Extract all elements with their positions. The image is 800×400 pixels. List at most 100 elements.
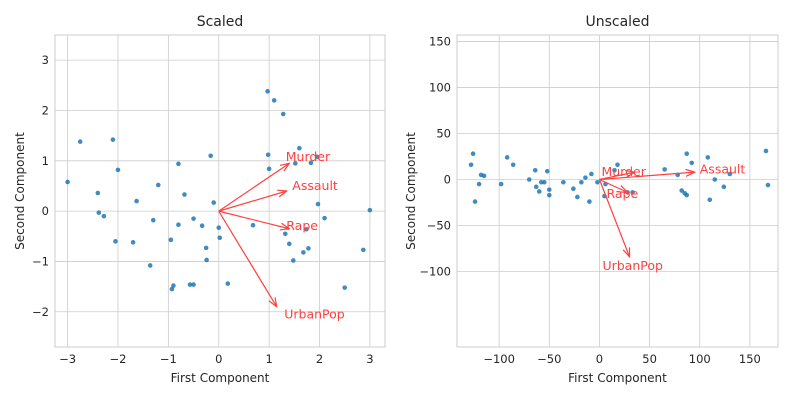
data-point [95, 190, 101, 196]
x-tick-label: 100 [689, 352, 711, 366]
y-tick-label: 1 [42, 154, 49, 168]
loading-arrow-assault [599, 172, 694, 181]
data-point [684, 151, 690, 157]
data-point [533, 184, 539, 190]
x-tick-label: 50 [642, 352, 657, 366]
data-point [546, 192, 552, 198]
loading-label-rape: Rape [606, 186, 638, 201]
data-point [315, 201, 321, 207]
data-point [361, 247, 366, 253]
data-point [217, 235, 223, 241]
loading-arrow-murder [218, 163, 290, 212]
data-point [472, 199, 478, 204]
data-point [169, 286, 175, 292]
data-point [265, 152, 271, 158]
data-point [176, 222, 181, 228]
x-tick-label: 1 [265, 352, 272, 366]
data-point [150, 217, 156, 223]
y-tick-label: 100 [429, 80, 451, 94]
y-tick-label: −100 [419, 265, 451, 279]
data-point [322, 215, 327, 221]
data-point [571, 186, 576, 191]
data-point [544, 168, 550, 174]
data-point [526, 177, 532, 182]
loading-arrow-assault [218, 191, 287, 212]
loading-label-assault: Assault [292, 178, 338, 193]
x-tick-label: 2 [316, 352, 323, 366]
data-point [481, 173, 487, 179]
data-point [280, 111, 286, 117]
loading-label-urbanpop: UrbanPop [602, 258, 663, 273]
data-point [476, 181, 482, 187]
data-point [211, 200, 217, 205]
data-point [216, 225, 222, 231]
chart-title: Unscaled [585, 14, 649, 30]
data-point [536, 189, 542, 194]
data-point [187, 282, 193, 287]
data-point [763, 148, 769, 154]
data-point [679, 188, 684, 193]
x-tick-label: 0 [596, 352, 603, 366]
data-point [342, 285, 347, 290]
data-point [101, 213, 107, 219]
data-point [286, 241, 292, 247]
data-point [589, 171, 594, 177]
data-point [171, 283, 176, 288]
loading-label-murder: Murder [286, 149, 331, 164]
x-tick-label: −3 [59, 352, 76, 366]
data-point [308, 160, 314, 166]
data-point [304, 226, 309, 232]
data-point [689, 160, 695, 166]
y-tick-label: 150 [429, 34, 451, 48]
data-point [587, 199, 592, 204]
data-point [155, 182, 161, 188]
data-point [176, 161, 181, 167]
data-point [579, 179, 584, 185]
x-tick-label: −1 [160, 352, 177, 366]
data-point [561, 179, 566, 185]
plot-frame [456, 34, 779, 348]
data-point [96, 210, 102, 215]
data-point [191, 282, 196, 287]
data-point [306, 246, 311, 251]
data-point [510, 162, 516, 168]
data-point [297, 145, 302, 151]
y-tick-label: 2 [42, 103, 49, 117]
loading-arrow-murder [599, 172, 634, 181]
data-point [65, 179, 70, 185]
loading-label-rape: Rape [286, 218, 318, 233]
y-axis-label: Second Component [404, 132, 418, 250]
data-point [712, 177, 718, 182]
data-point [468, 162, 474, 168]
data-point [765, 182, 771, 188]
x-tick-label: −100 [483, 352, 515, 366]
data-point [301, 250, 306, 255]
data-point [208, 153, 213, 159]
chart-title: Scaled [197, 14, 244, 30]
data-point [504, 155, 510, 160]
data-point [612, 167, 617, 173]
data-point [615, 162, 620, 168]
data-point [147, 263, 153, 268]
data-point [707, 197, 713, 203]
y-tick-label: −2 [32, 305, 49, 319]
data-point [265, 89, 270, 94]
data-point [470, 151, 476, 157]
data-point [182, 192, 187, 197]
loading-label-urbanpop: UrbanPop [284, 306, 345, 321]
loading-arrow-rape [599, 178, 627, 192]
data-point [191, 216, 196, 221]
data-point [595, 179, 600, 185]
data-point [199, 223, 205, 229]
x-tick-label: 0 [215, 352, 222, 366]
data-point [583, 175, 588, 180]
data-point [113, 239, 118, 244]
data-point [291, 258, 296, 263]
loading-label-murder: Murder [601, 164, 646, 179]
data-point [250, 222, 256, 228]
data-point [282, 231, 288, 237]
data-point [225, 281, 231, 286]
data-point [204, 257, 209, 263]
y-tick-label: 3 [42, 53, 49, 67]
